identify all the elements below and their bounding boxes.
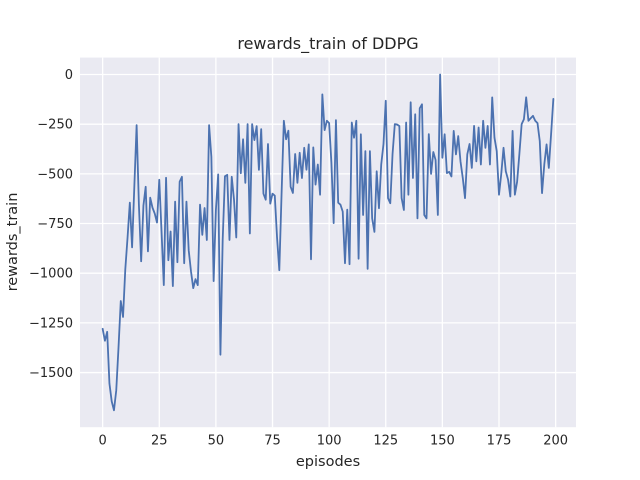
x-tick-label: 50 xyxy=(208,434,225,449)
y-tick-label: −1250 xyxy=(29,316,73,331)
x-tick-label: 200 xyxy=(543,434,568,449)
chart-title: rewards_train of DDPG xyxy=(237,34,418,54)
x-tick-label: 75 xyxy=(264,434,281,449)
rewards-train-line xyxy=(101,73,555,412)
x-tick-label: 100 xyxy=(317,434,342,449)
x-tick-label: 25 xyxy=(151,434,168,449)
x-tick-label: 125 xyxy=(373,434,398,449)
y-tick-label: 0 xyxy=(65,68,73,83)
y-axis-label: rewards_train xyxy=(5,193,21,292)
y-tick-label: −750 xyxy=(37,217,73,232)
x-tick-label: 175 xyxy=(487,434,512,449)
y-tick-label: −250 xyxy=(37,118,73,133)
x-tick-label: 0 xyxy=(99,434,107,449)
y-tick-label: −1000 xyxy=(29,267,73,282)
x-tick-label: 150 xyxy=(430,434,455,449)
x-axis-label: episodes xyxy=(296,454,360,470)
y-tick-label: −1500 xyxy=(29,366,73,381)
y-tick-labels: 0 −250 −500 −750 −1000 −1250 −1500 xyxy=(29,68,73,381)
x-tick-labels: 0 25 50 75 100 125 150 175 200 xyxy=(99,434,569,449)
y-tick-label: −500 xyxy=(37,167,73,182)
plot-area xyxy=(80,57,576,428)
